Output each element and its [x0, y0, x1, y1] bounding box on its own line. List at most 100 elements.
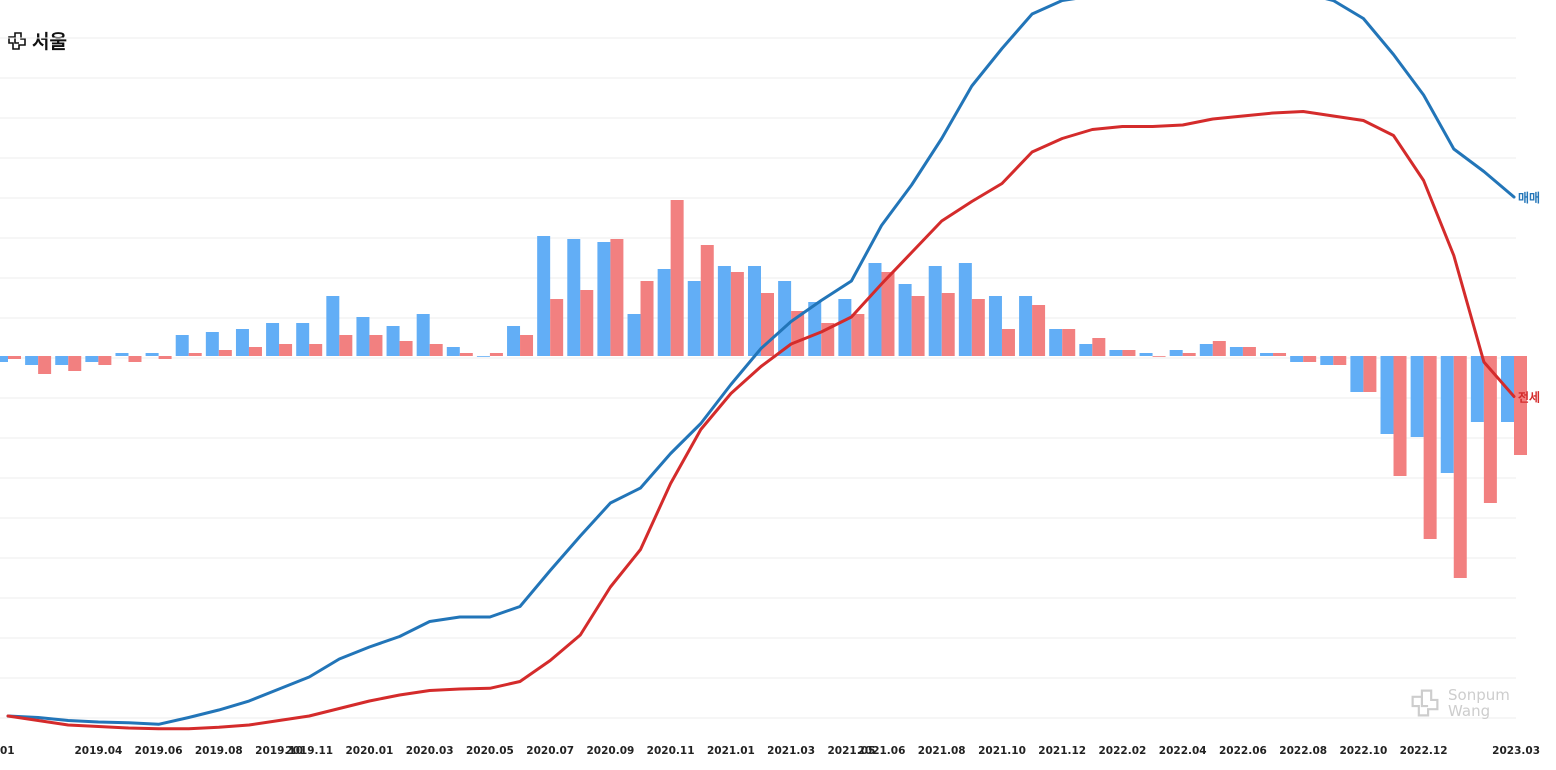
bar-jeonse-2019.04	[98, 356, 112, 365]
x-tick-label: 2019.10	[255, 745, 303, 757]
x-tick-label: 2021.01	[707, 745, 755, 757]
bar-jeonse-2021.05	[851, 314, 865, 356]
bar-jeonse-2020.08	[580, 290, 594, 356]
bar-jeonse-2019.05	[128, 356, 142, 362]
bar-sale-2019.02	[25, 356, 39, 365]
bar-jeonse-2023.03	[1514, 356, 1527, 455]
bar-sale-2020.03	[416, 314, 430, 356]
x-tick-label: 2021.03	[767, 745, 815, 757]
bar-jeonse-2020.06	[520, 335, 534, 356]
bar-jeonse-2022.07	[1273, 353, 1287, 356]
x-tick-label: 2020.09	[586, 745, 634, 757]
x-tick-label: 2022.12	[1400, 745, 1448, 757]
bar-sale-2019.05	[115, 353, 129, 356]
bar-sale-2022.12	[1410, 356, 1424, 437]
bar-jeonse-2019.10	[279, 344, 293, 356]
bar-jeonse-2020.09	[610, 239, 624, 356]
series-end-label-jeonse: 전세	[1518, 390, 1540, 405]
bar-jeonse-2019.08	[218, 350, 232, 356]
x-tick-label: 2022.08	[1279, 745, 1327, 757]
bar-sale-2021.08	[928, 266, 942, 356]
bar-jeonse-2021.01	[730, 272, 744, 356]
bar-sale-2020.09	[597, 242, 611, 356]
bar-jeonse-2022.03	[1152, 356, 1166, 357]
bar-sale-2020.08	[567, 239, 581, 356]
bar-sale-2021.11	[1019, 296, 1033, 356]
bar-sale-2023.02	[1470, 356, 1484, 422]
x-tick-label: 2022.04	[1159, 745, 1207, 757]
x-tick-label: 2022.02	[1098, 745, 1146, 757]
bar-jeonse-2022.11	[1393, 356, 1407, 476]
bar-sale-2022.02	[1109, 350, 1123, 356]
bar-jeonse-2022.12	[1423, 356, 1437, 539]
bar-series-group	[0, 200, 1527, 578]
series-end-label-sale: 매매	[1518, 190, 1540, 205]
bar-jeonse-2021.07	[911, 296, 925, 356]
bar-sale-2022.03	[1139, 353, 1153, 356]
x-tick-label: 2021.10	[978, 745, 1026, 757]
x-tick-label: 2023.03	[1492, 745, 1540, 757]
bar-sale-2020.05	[476, 356, 490, 357]
x-tick-label: 2019.04	[74, 745, 122, 757]
bar-jeonse-2021.11	[1032, 305, 1046, 356]
x-tick-label: 2021.12	[1038, 745, 1086, 757]
bar-jeonse-2019.07	[188, 353, 202, 356]
bar-jeonse-2019.02	[38, 356, 52, 374]
bar-sale-2020.12	[687, 281, 701, 356]
bar-sale-2023.01	[1440, 356, 1454, 473]
bar-jeonse-2023.02	[1483, 356, 1497, 503]
x-tick-label: 2020.07	[526, 745, 574, 757]
bar-sale-2022.04	[1169, 350, 1183, 356]
bar-jeonse-2020.04	[459, 353, 473, 356]
bar-jeonse-2022.10	[1363, 356, 1377, 392]
bar-sale-2022.08	[1290, 356, 1304, 362]
bar-jeonse-2019.11	[309, 344, 323, 356]
grid-lines	[0, 37, 1516, 719]
bar-sale-2019.01	[0, 356, 8, 362]
bar-jeonse-2020.02	[399, 341, 413, 356]
bar-sale-2019.11	[296, 323, 310, 356]
bar-sale-2021.01	[717, 266, 731, 356]
bar-sale-2021.02	[748, 266, 761, 356]
bar-jeonse-2020.10	[640, 281, 654, 356]
bar-sale-2019.08	[205, 332, 219, 356]
bar-jeonse-2019.06	[158, 356, 172, 359]
bar-jeonse-2022.04	[1182, 353, 1196, 356]
x-tick-label: 2021.05	[827, 745, 875, 757]
x-tick-label: 2020.05	[466, 745, 514, 757]
bar-sale-2021.07	[898, 284, 912, 356]
x-tick-label: 2019.11	[285, 745, 333, 757]
x-tick-label: 2019.06	[135, 745, 183, 757]
bar-sale-2020.01	[356, 317, 370, 356]
bar-sale-2021.04	[808, 302, 822, 356]
bar-sale-2020.06	[507, 326, 521, 356]
bar-jeonse-2021.09	[971, 299, 985, 356]
bar-jeonse-2019.03	[68, 356, 82, 371]
x-tick-label: 2020.11	[647, 745, 695, 757]
bar-jeonse-2022.05	[1212, 341, 1226, 356]
watermark: Sonpum Wang	[1408, 686, 1526, 720]
bar-jeonse-2020.11	[670, 200, 684, 356]
bar-sale-2019.12	[326, 296, 340, 356]
bar-sale-2020.11	[657, 269, 671, 356]
bar-sale-2019.10	[266, 323, 280, 356]
bar-sale-2021.03	[778, 281, 792, 356]
bar-jeonse-2021.10	[1001, 329, 1015, 356]
bar-sale-2022.01	[1079, 344, 1093, 356]
x-tick-label: 2019.08	[195, 745, 243, 757]
bar-jeonse-2022.01	[1092, 338, 1106, 356]
bar-sale-2022.07	[1260, 353, 1274, 356]
bar-jeonse-2023.01	[1453, 356, 1467, 578]
watermark-logo-icon	[1411, 689, 1439, 717]
line-jeonse	[6, 110, 1516, 731]
bar-sale-2021.12	[1049, 329, 1063, 356]
bar-jeonse-2022.06	[1242, 347, 1256, 356]
line-sale	[6, 0, 1516, 726]
chart-title: 서울	[32, 31, 67, 53]
bar-jeonse-2020.03	[429, 344, 443, 356]
x-tick-label: 2021.06	[858, 745, 906, 757]
x-tick-label: 2020.01	[345, 745, 393, 757]
bar-jeonse-2021.03	[791, 311, 805, 356]
bar-jeonse-2019.09	[248, 347, 262, 356]
